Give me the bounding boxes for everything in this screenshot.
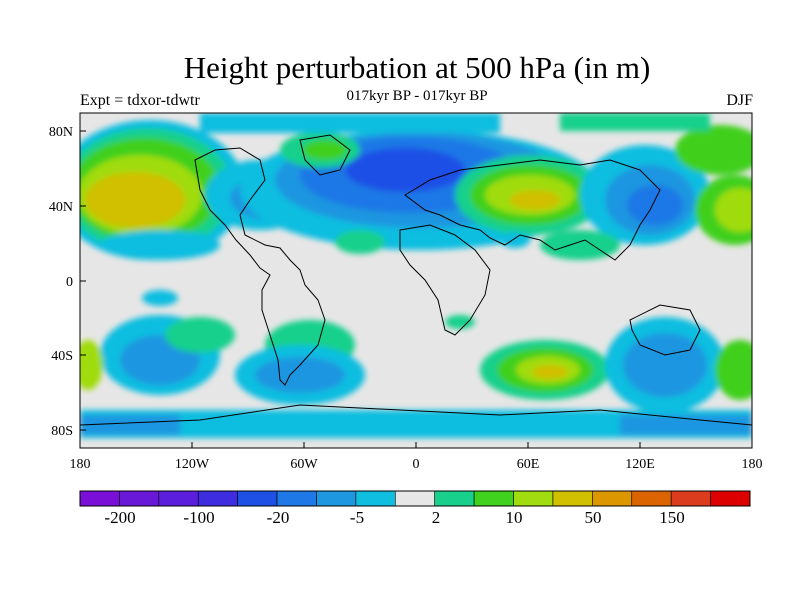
colorbar-swatch	[631, 490, 672, 507]
colorbar-swatch	[670, 490, 711, 507]
colorbar-swatch	[434, 490, 475, 507]
colorbar-swatch	[79, 490, 120, 507]
x-tick-label: 120W	[175, 457, 210, 472]
y-tick-label: 80N	[49, 125, 73, 140]
colorbar-swatch	[355, 490, 396, 507]
colorbar-label: 2	[432, 508, 441, 527]
colorbar-frame	[79, 490, 751, 507]
colorbar-label: 10	[506, 508, 523, 527]
colorbar-swatch	[119, 490, 160, 507]
colorbar-label: -20	[267, 508, 290, 527]
colorbar-swatch	[276, 490, 317, 507]
x-tick-label: 0	[413, 457, 420, 472]
colorbar-label: 50	[585, 508, 602, 527]
y-tick-label: 0	[66, 275, 73, 290]
x-tick-label: 180	[70, 457, 91, 472]
colorbar-label: -5	[350, 508, 364, 527]
colorbar-label: 150	[659, 508, 685, 527]
period-label: 017kyr BP - 017kyr BP	[346, 88, 488, 104]
colorbar-label: -200	[104, 508, 135, 527]
coastlines	[80, 134, 752, 426]
colorbar	[79, 490, 751, 507]
colorbar-swatch	[552, 490, 593, 507]
x-tick-label: 180	[742, 457, 763, 472]
colorbar-swatch	[710, 490, 751, 507]
colorbar-swatch	[316, 490, 357, 507]
colorbar-swatch	[197, 490, 238, 507]
contour-field	[80, 113, 752, 448]
y-axis: 80N 40N 0 40S 80S	[49, 125, 86, 439]
experiment-label: Expt = tdxor-tdwtr	[80, 92, 200, 109]
x-tick-label: 60E	[517, 457, 540, 472]
y-tick-label: 80S	[51, 424, 73, 439]
colorbar-swatch	[394, 490, 436, 507]
x-tick-label: 120E	[625, 457, 655, 472]
y-tick-label: 40N	[49, 200, 73, 215]
x-axis: 180 120W 60W 0 60E 120E 180	[70, 442, 763, 472]
season-label: DJF	[726, 92, 753, 109]
colorbar-swatch	[473, 490, 514, 507]
colorbar-swatch	[513, 490, 554, 507]
colorbar-labels: -200 -100 -20 -5 2 10 50 150	[104, 508, 684, 527]
x-tick-label: 60W	[290, 457, 318, 472]
colorbar-label: -100	[183, 508, 214, 527]
map-title: Height perturbation at 500 hPa (in m)	[183, 50, 651, 85]
y-tick-label: 40S	[51, 349, 73, 364]
colorbar-swatch	[237, 490, 278, 507]
colorbar-swatch	[158, 490, 199, 507]
colorbar-swatch	[592, 490, 633, 507]
